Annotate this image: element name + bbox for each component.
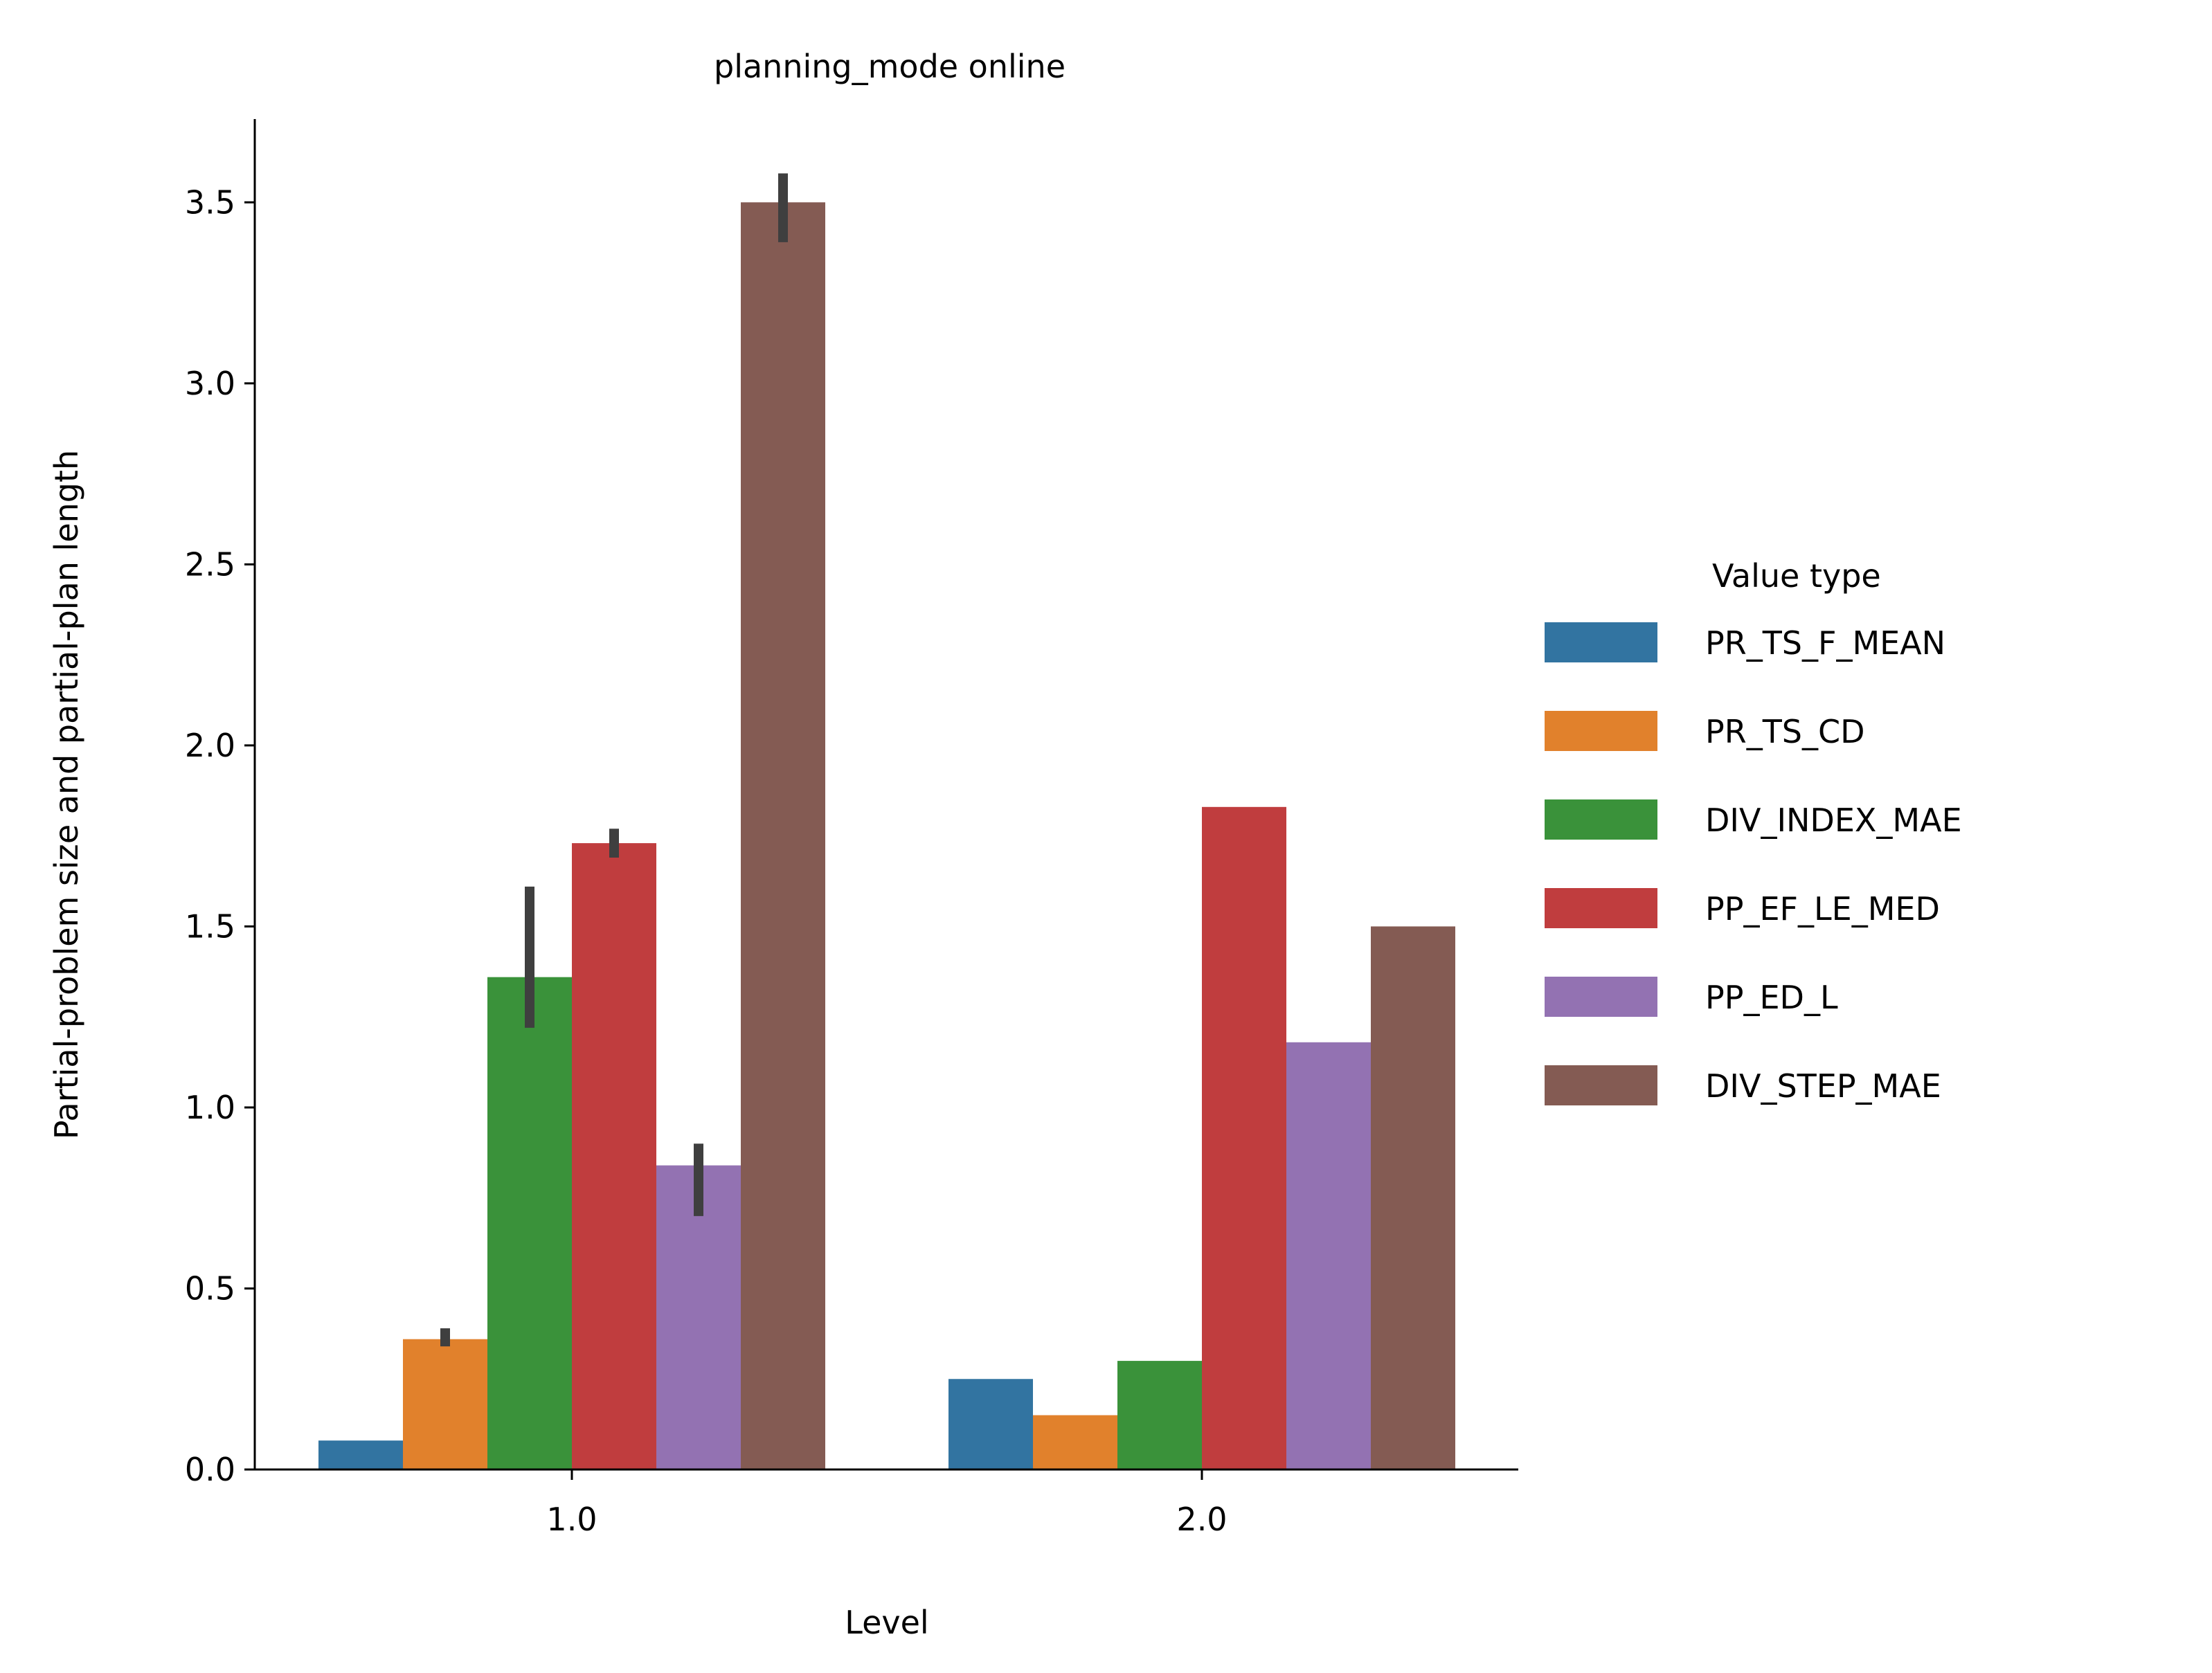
x-ticks-group: 1.0 2.0 <box>546 1469 1228 1538</box>
legend-label: DIV_INDEX_MAE <box>1705 802 1962 839</box>
x-axis-label: Level <box>845 1604 928 1641</box>
bar-div-step-mae-level-0 <box>741 202 825 1469</box>
y-ticks-group: 0.0 0.5 1.0 1.5 2.0 2.5 3.0 3.5 <box>185 183 255 1488</box>
y-tick-label: 0.5 <box>185 1269 235 1307</box>
bar-div-index-mae-level-0 <box>487 977 572 1469</box>
y-tick-label: 1.5 <box>185 907 235 945</box>
chart-title: planning_mode online <box>714 48 1065 85</box>
legend-label: PR_TS_CD <box>1705 713 1865 750</box>
error-bars-group <box>440 173 788 1347</box>
y-tick-label: 3.0 <box>185 365 235 402</box>
bar-pp-ef-le-med-level-0 <box>572 843 656 1469</box>
bar-div-index-mae-level-1 <box>1117 1361 1202 1469</box>
legend-swatch-div-index-mae <box>1545 799 1657 840</box>
bar-pp-ed-l-level-1 <box>1286 1042 1371 1469</box>
legend-swatch-div-step-mae <box>1545 1065 1657 1105</box>
legend-swatch-pr-ts-cd <box>1545 711 1657 751</box>
y-tick-label: 2.0 <box>185 727 235 764</box>
legend-label: PP_ED_L <box>1705 979 1838 1016</box>
x-tick-label: 2.0 <box>1176 1501 1227 1538</box>
legend-swatch-pp-ed-l <box>1545 977 1657 1017</box>
legend-label: DIV_STEP_MAE <box>1705 1067 1941 1105</box>
legend-swatch-pr-ts-f-mean <box>1545 622 1657 662</box>
bar-pp-ef-le-med-level-1 <box>1202 806 1286 1469</box>
bar-pr-ts-f-mean-level-0 <box>318 1440 403 1469</box>
bar-pr-ts-cd-level-1 <box>1033 1415 1117 1469</box>
x-tick-label: 1.0 <box>546 1501 597 1538</box>
legend-title: Value type <box>1712 557 1881 595</box>
legend-items: PR_TS_F_MEAN PR_TS_CD DIV_INDEX_MAE PP_EF_L… <box>1545 622 1962 1105</box>
y-tick-label: 3.5 <box>185 183 235 221</box>
legend-label: PP_EF_LE_MED <box>1705 890 1940 928</box>
bar-div-step-mae-level-1 <box>1371 926 1455 1469</box>
legend-label: PR_TS_F_MEAN <box>1705 624 1945 662</box>
legend: Value type PR_TS_F_MEAN PR_TS_CD DIV_INDEX… <box>1545 557 1962 1105</box>
legend-swatch-pp-ef-le-med <box>1545 888 1657 928</box>
y-tick-label: 0.0 <box>185 1451 235 1488</box>
bar-pr-ts-cd-level-0 <box>403 1339 487 1469</box>
bars-group <box>318 202 1455 1469</box>
bar-pr-ts-f-mean-level-1 <box>948 1379 1033 1469</box>
y-axis-label: Partial-problem size and partial-plan le… <box>48 450 85 1139</box>
y-tick-label: 1.0 <box>185 1089 235 1126</box>
y-tick-label: 2.5 <box>185 545 235 583</box>
